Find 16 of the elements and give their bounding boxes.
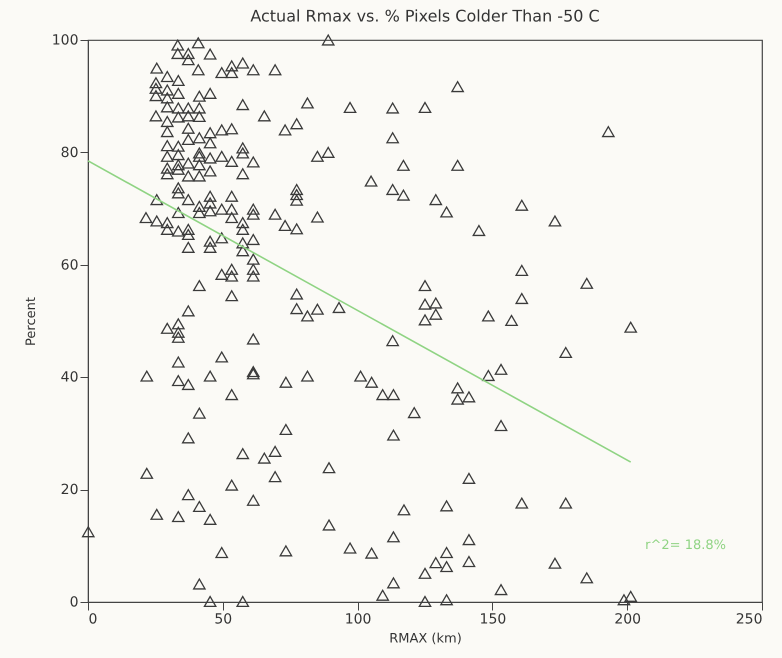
x-tick-label: 50 bbox=[214, 612, 232, 628]
y-tick-label: 100 bbox=[52, 32, 78, 48]
x-tick-label: 100 bbox=[344, 612, 372, 628]
y-tick-label: 80 bbox=[60, 144, 78, 161]
y-axis-title: Percent bbox=[24, 297, 39, 346]
y-tick-label: 60 bbox=[60, 257, 78, 274]
x-tick-label: 150 bbox=[480, 612, 506, 628]
x-tick-label: 250 bbox=[736, 612, 762, 628]
x-axis-title: RMAX (km) bbox=[389, 632, 462, 646]
y-tick-label: 20 bbox=[60, 482, 78, 498]
y-tick-label: 0 bbox=[70, 594, 78, 610]
y-tick-label: 40 bbox=[60, 370, 78, 386]
chart-title: Actual Rmax vs. % Pixels Colder Than -50 C bbox=[250, 6, 600, 26]
annotation: r^2= 18.8% bbox=[645, 538, 726, 553]
x-tick-label: 0 bbox=[88, 612, 98, 628]
x-tick-label: 200 bbox=[614, 612, 642, 628]
